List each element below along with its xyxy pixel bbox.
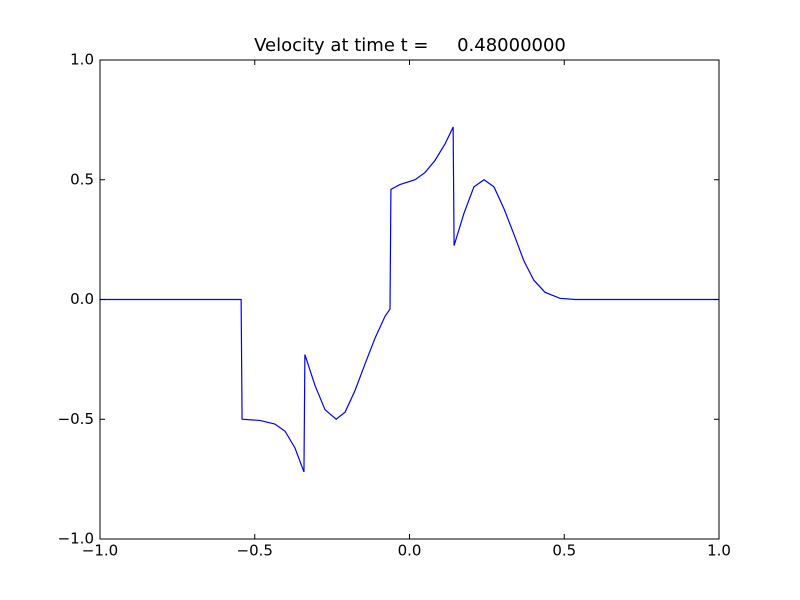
chart-title: Velocity at time t = 0.48000000	[254, 35, 566, 56]
x-tick-label: −0.5	[237, 542, 273, 560]
y-tick-label: 0.5	[70, 170, 94, 188]
x-tick-label: 0.5	[552, 542, 576, 560]
x-tick-label: −1.0	[82, 542, 118, 560]
x-tick-label: 0.0	[398, 542, 422, 560]
data-line	[100, 126, 719, 473]
y-tick-label: −1.0	[58, 530, 94, 548]
y-tick-label: 1.0	[70, 51, 94, 69]
y-tick-label: 0.0	[70, 290, 94, 308]
y-tick-label: −0.5	[58, 410, 94, 428]
x-tick-label: 1.0	[707, 542, 731, 560]
